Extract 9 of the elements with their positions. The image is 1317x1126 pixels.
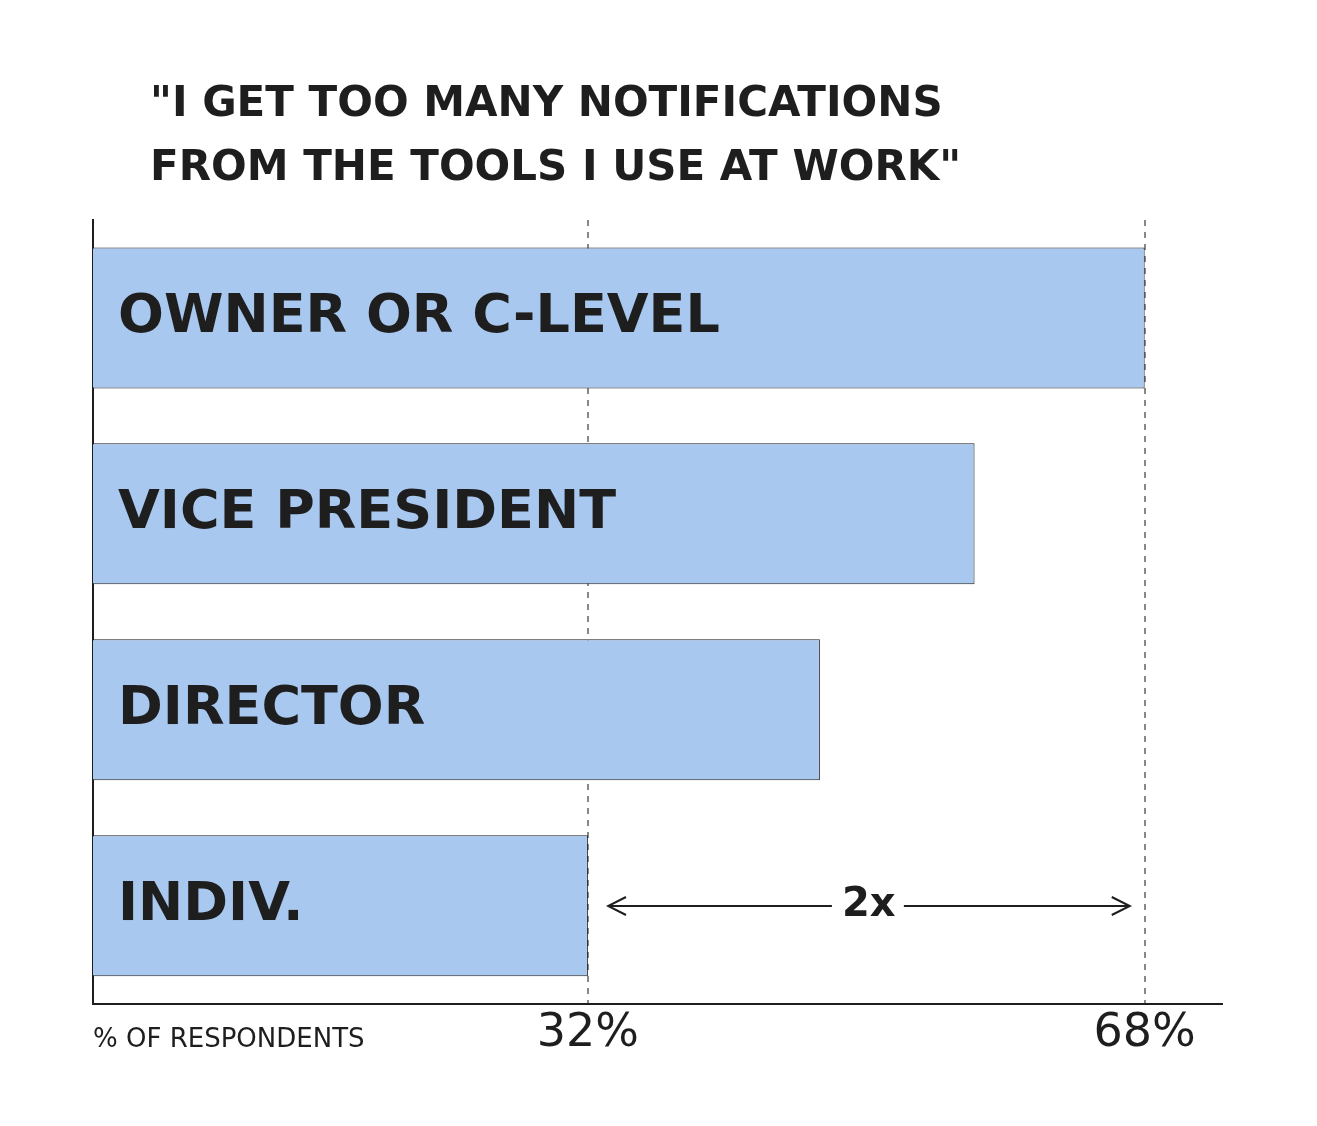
y-tick-label: OWNER OR C-LEVEL xyxy=(118,281,720,345)
y-tick-label: VICE PRESIDENT xyxy=(118,477,617,541)
annotation: 2x xyxy=(841,879,896,926)
y-tick-label: INDIV. xyxy=(118,869,304,933)
x-tick-label: 68% xyxy=(1093,1003,1196,1058)
y-tick-label: DIRECTOR xyxy=(118,673,426,737)
chart-title: "I GET TOO MANY NOTIFICATIONS FROM THE TOOLS I USE AT WORK" xyxy=(150,76,963,192)
x-tick-label: 32% xyxy=(536,1003,640,1058)
x-axis-title: % OF RESPONDENTS xyxy=(93,1023,365,1054)
